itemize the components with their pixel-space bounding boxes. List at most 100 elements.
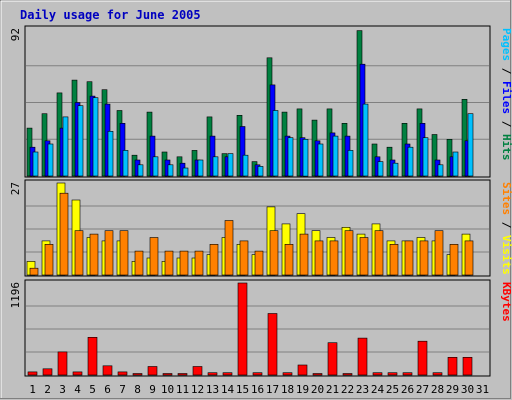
hits-panel-label-part-2: Files bbox=[500, 81, 512, 114]
bar-pages-day-3 bbox=[62, 116, 69, 177]
x-tick-label-day-6: 6 bbox=[104, 383, 111, 396]
bar-files-day-13 bbox=[209, 135, 216, 177]
hits-panel-max-label: 92 bbox=[9, 28, 22, 41]
bar-pages-day-13 bbox=[212, 156, 219, 177]
bar-pages-day-26 bbox=[407, 146, 414, 177]
bar-kbytes-day-30 bbox=[462, 356, 473, 376]
x-tick-label-day-23: 23 bbox=[356, 383, 369, 396]
bar-files-day-7 bbox=[119, 123, 126, 177]
bar-kbytes-day-8 bbox=[132, 373, 143, 376]
bar-pages-day-23 bbox=[362, 103, 369, 177]
bar-kbytes-day-15 bbox=[237, 282, 248, 376]
bar-pages-day-7 bbox=[122, 150, 129, 177]
bar-sites-day-29 bbox=[449, 244, 459, 276]
bar-files-day-9 bbox=[149, 135, 156, 177]
bar-sites-day-4 bbox=[74, 230, 84, 276]
x-tick-label-day-8: 8 bbox=[134, 383, 141, 396]
bar-sites-day-19 bbox=[299, 233, 309, 276]
bar-sites-day-21 bbox=[329, 240, 339, 276]
bar-kbytes-day-27 bbox=[417, 340, 428, 376]
visits-panel-series-sites bbox=[29, 192, 474, 276]
bar-sites-day-30 bbox=[464, 240, 474, 276]
x-tick-label-day-11: 11 bbox=[176, 383, 189, 396]
x-tick-label-day-14: 14 bbox=[221, 383, 235, 396]
bar-kbytes-day-2 bbox=[42, 368, 53, 376]
bar-sites-day-1 bbox=[29, 267, 39, 276]
x-axis: 1 2 3 4 5 6 7 8 9 10 11 12 13 14 15 16 17 18 19 20 21 22 23 24 2… bbox=[29, 383, 489, 396]
bar-kbytes-day-26 bbox=[402, 372, 413, 376]
bar-sites-day-20 bbox=[314, 240, 324, 276]
x-tick-label-day-9: 9 bbox=[149, 383, 156, 396]
visits-panel-label-part-0: Sites bbox=[500, 182, 512, 215]
x-tick-label-day-1: 1 bbox=[29, 383, 36, 396]
bar-kbytes-day-9 bbox=[147, 366, 158, 376]
bar-hits-day-30 bbox=[461, 99, 468, 177]
bar-kbytes-day-25 bbox=[387, 372, 398, 376]
bar-kbytes-day-28 bbox=[432, 372, 443, 376]
x-tick-label-day-4: 4 bbox=[74, 383, 81, 396]
bar-pages-day-15 bbox=[242, 154, 249, 177]
x-tick-label-day-19: 19 bbox=[296, 383, 309, 396]
bar-pages-day-14 bbox=[227, 153, 234, 177]
bar-pages-day-17 bbox=[272, 110, 279, 177]
bar-sites-day-25 bbox=[389, 244, 399, 276]
bar-kbytes-day-12 bbox=[192, 366, 203, 376]
bar-kbytes-day-6 bbox=[102, 365, 113, 376]
x-tick-label-day-22: 22 bbox=[341, 383, 354, 396]
hits-panel-label-part-1: / bbox=[500, 61, 512, 81]
x-tick-label-day-26: 26 bbox=[401, 383, 414, 396]
bar-pages-day-19 bbox=[302, 139, 309, 177]
bar-sites-day-24 bbox=[374, 230, 384, 276]
bar-kbytes-day-5 bbox=[87, 336, 98, 376]
bar-pages-day-27 bbox=[422, 137, 429, 177]
hits-panel-series-label: Pages / Files / Hits bbox=[500, 28, 512, 161]
bar-sites-day-28 bbox=[434, 230, 444, 276]
bar-kbytes-day-4 bbox=[72, 371, 83, 376]
bar-kbytes-day-18 bbox=[282, 372, 293, 376]
bar-sites-day-11 bbox=[179, 250, 189, 276]
bar-sites-day-12 bbox=[194, 250, 204, 276]
x-tick-label-day-24: 24 bbox=[371, 383, 385, 396]
x-tick-label-day-25: 25 bbox=[386, 383, 399, 396]
bar-pages-day-20 bbox=[317, 143, 324, 177]
bar-sites-day-16 bbox=[254, 250, 264, 276]
bar-pages-day-5 bbox=[92, 97, 99, 177]
x-tick-label-day-21: 21 bbox=[326, 383, 339, 396]
bar-sites-day-3 bbox=[59, 192, 69, 276]
hits-panel-label-part-3: / bbox=[500, 114, 512, 134]
bar-kbytes-day-13 bbox=[207, 372, 218, 376]
bar-kbytes-day-3 bbox=[57, 351, 68, 376]
bar-sites-day-18 bbox=[284, 244, 294, 276]
bar-sites-day-7 bbox=[119, 230, 129, 276]
bar-pages-day-1 bbox=[32, 151, 39, 177]
kbytes-panel-series-label: KBytes bbox=[500, 282, 512, 322]
bar-pages-day-25 bbox=[392, 162, 399, 177]
bar-pages-day-9 bbox=[152, 156, 159, 177]
bar-kbytes-day-22 bbox=[342, 373, 353, 376]
bar-pages-day-10 bbox=[167, 164, 174, 177]
bar-pages-day-29 bbox=[452, 151, 459, 177]
kbytes-panel-series-kbytes bbox=[27, 282, 473, 376]
hits-panel-series-files bbox=[29, 63, 471, 177]
bar-pages-day-30 bbox=[467, 113, 474, 177]
bar-sites-day-8 bbox=[134, 250, 144, 276]
bar-hits-day-28 bbox=[431, 134, 438, 177]
bar-kbytes-day-10 bbox=[162, 373, 173, 376]
bar-kbytes-day-1 bbox=[27, 371, 38, 376]
x-tick-label-day-27: 27 bbox=[416, 383, 429, 396]
visits-panel-label-part-2: Visits bbox=[500, 235, 512, 275]
bar-pages-day-18 bbox=[287, 137, 294, 177]
bar-kbytes-day-21 bbox=[327, 342, 338, 376]
bar-pages-day-22 bbox=[347, 150, 354, 177]
bar-kbytes-day-7 bbox=[117, 371, 128, 376]
x-tick-label-day-5: 5 bbox=[89, 383, 96, 396]
x-tick-label-day-31: 31 bbox=[476, 383, 489, 396]
bar-kbytes-day-24 bbox=[372, 372, 383, 376]
bar-kbytes-day-16 bbox=[252, 372, 263, 376]
bar-kbytes-day-19 bbox=[297, 364, 308, 376]
bar-pages-day-21 bbox=[332, 135, 339, 177]
bar-kbytes-day-11 bbox=[177, 373, 188, 376]
bar-pages-day-11 bbox=[182, 167, 189, 177]
kbytes-panel-plot-area bbox=[24, 279, 491, 377]
